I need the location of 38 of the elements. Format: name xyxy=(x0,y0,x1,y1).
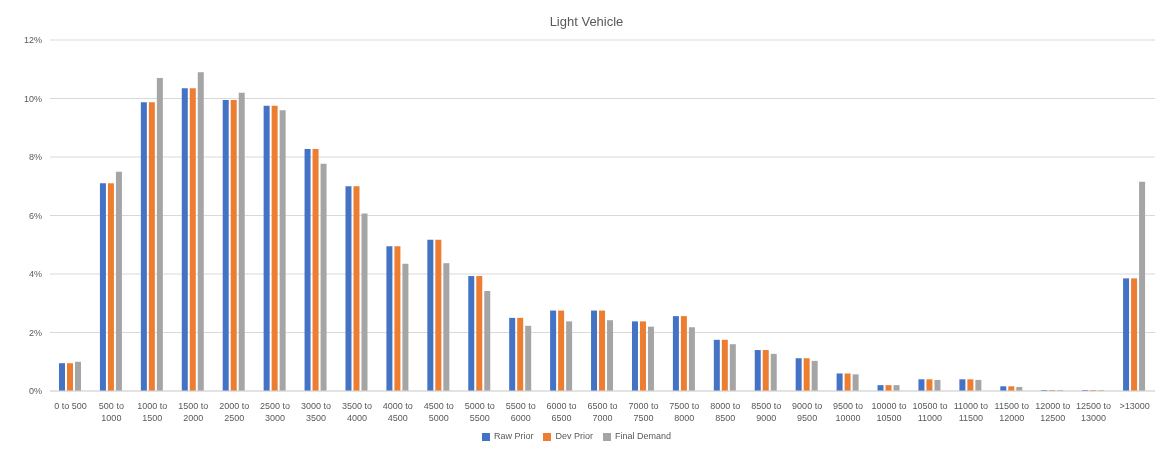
y-tick-label: 2% xyxy=(28,327,42,338)
x-tick-label: 1500 to 2000 xyxy=(178,401,209,423)
legend-label: Final Demand xyxy=(615,431,672,441)
x-tick-label: 10500 to 11000 xyxy=(912,401,948,423)
x-tick-label: >13000 xyxy=(1119,401,1150,411)
x-tick-label: 12500 to 13000 xyxy=(1076,401,1112,423)
x-tick-label: 500 to 1000 xyxy=(98,401,124,423)
y-tick-label: 12% xyxy=(23,35,42,46)
x-tick-label: 7500 to 8000 xyxy=(669,401,700,423)
x-tick-label: 4500 to 5000 xyxy=(423,401,454,423)
x-tick-label: 12000 to 12500 xyxy=(1035,401,1071,423)
x-tick-label: 2500 to 3000 xyxy=(260,401,291,423)
x-tick-label: 2000 to 2500 xyxy=(219,401,250,423)
legend-label: Dev Prior xyxy=(555,431,593,441)
x-tick-label: 6000 to 6500 xyxy=(546,401,577,423)
x-tick-label: 11000 to 11500 xyxy=(953,401,989,423)
x-tick-label: 0 to 500 xyxy=(54,401,87,411)
x-tick-label: 3500 to 4000 xyxy=(341,401,372,423)
x-tick-label: 3000 to 3500 xyxy=(301,401,332,423)
y-tick-label: 10% xyxy=(23,93,42,104)
x-tick-label: 7000 to 7500 xyxy=(628,401,659,423)
x-tick-label: 8500 to 9000 xyxy=(751,401,782,423)
y-tick-label: 0% xyxy=(28,386,42,397)
x-tick-label: 11500 to 12000 xyxy=(994,401,1029,423)
y-tick-label: 8% xyxy=(28,152,42,163)
x-tick-label: 5500 to 6000 xyxy=(505,401,536,423)
y-tick-label: 4% xyxy=(28,269,42,280)
chart-title: Light Vehicle xyxy=(548,13,625,30)
x-tick-label: 5000 to 5500 xyxy=(464,401,495,423)
y-tick-label: 6% xyxy=(28,210,42,221)
x-tick-label: 8000 to 8500 xyxy=(710,401,741,423)
x-tick-label: 1000 to 1500 xyxy=(137,401,168,423)
x-tick-label: 9500 to 10000 xyxy=(833,401,864,423)
x-tick-label: 6500 to 7000 xyxy=(587,401,618,423)
x-tick-label: 4000 to 4500 xyxy=(382,401,413,423)
x-tick-label: 9000 to 9500 xyxy=(792,401,823,423)
legend-label: Raw Prior xyxy=(493,431,534,441)
x-tick-label: 10000 to 10500 xyxy=(871,401,907,423)
